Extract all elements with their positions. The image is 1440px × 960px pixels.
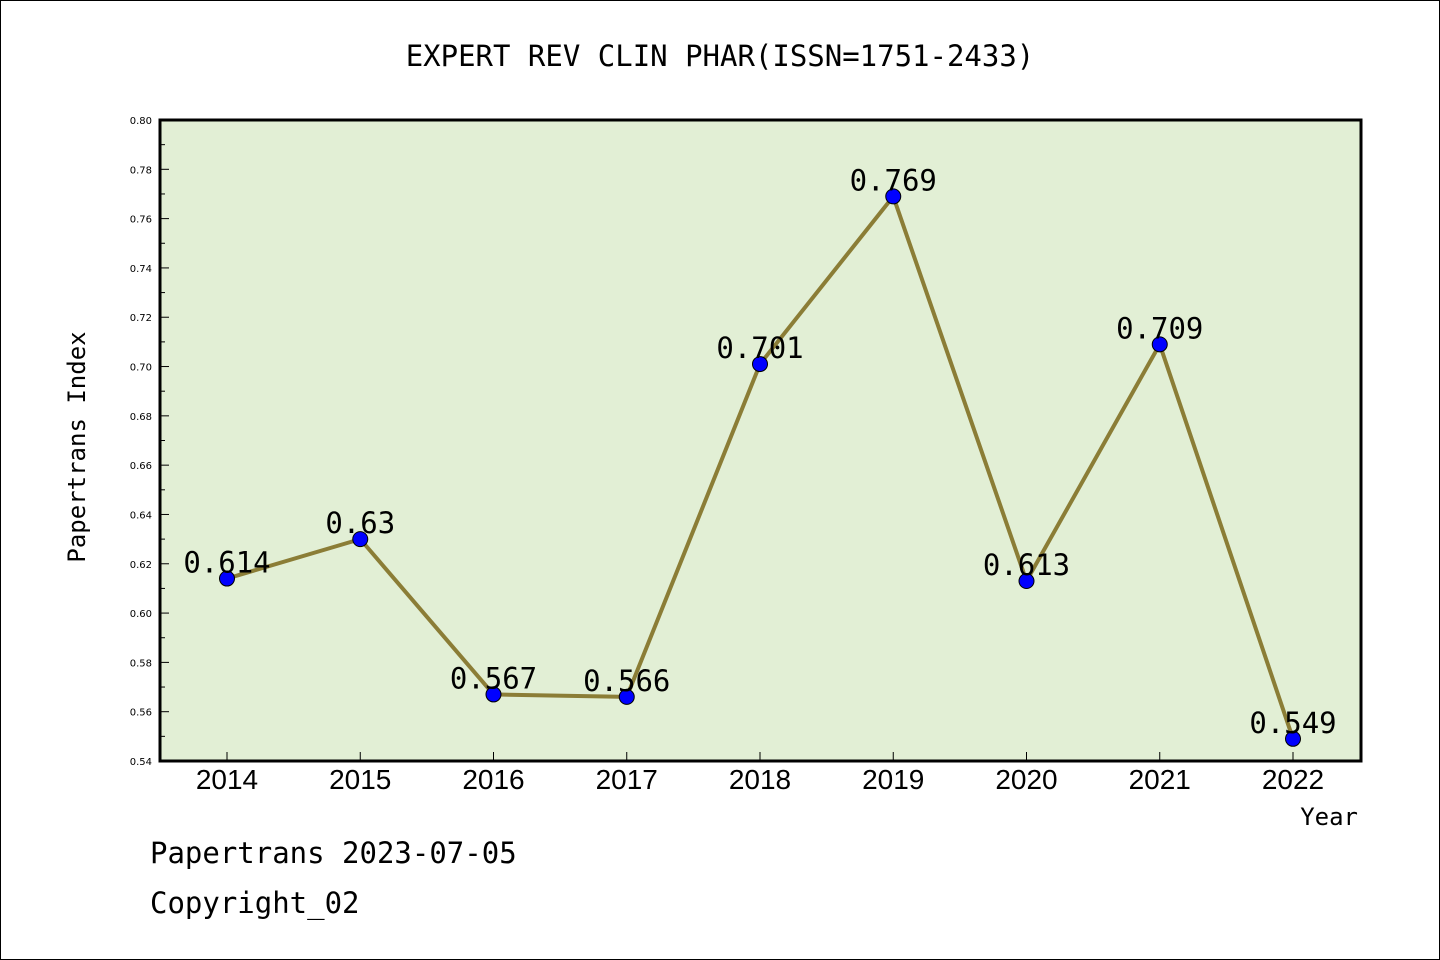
- x-tick-label: 2015: [329, 764, 391, 795]
- y-tick-label: 0.58: [130, 658, 152, 669]
- y-tick-label: 0.72: [130, 313, 152, 324]
- x-axis-ticks: 2014 2015 2016 2017 2018 2019 2020 2021 2022: [196, 752, 1324, 795]
- data-label: 0.701: [716, 331, 803, 365]
- data-label: 0.614: [183, 546, 270, 580]
- data-point-marker: [752, 356, 768, 373]
- data-point-marker: [885, 188, 902, 205]
- data-label: 0.709: [1116, 311, 1203, 345]
- data-label: 0.613: [983, 548, 1070, 582]
- data-label: 0.769: [850, 163, 937, 197]
- data-point-marker: [1018, 573, 1035, 590]
- y-tick-label: 0.78: [130, 165, 152, 176]
- footer-copyright: Copyright_02: [150, 886, 360, 921]
- data-point-marker: [352, 531, 369, 548]
- data-label: 0.63: [325, 506, 395, 540]
- data-point-marker: [219, 570, 235, 587]
- plot-area: [160, 120, 1361, 761]
- chart-title: EXPERT REV CLIN PHAR(ISSN=1751-2433): [406, 39, 1035, 73]
- y-tick-label: 0.76: [130, 215, 152, 226]
- y-tick-label: 0.68: [130, 412, 152, 423]
- data-label: 0.549: [1249, 706, 1336, 740]
- marker-group: [219, 188, 1301, 747]
- footer-date: Papertrans 2023-07-05: [150, 836, 517, 870]
- x-tick-label: 2021: [1129, 764, 1191, 795]
- data-label-group: 0.614 0.63 0.567 0.566 0.701 0.769 0.613 0.709 0…: [183, 163, 1336, 739]
- y-tick-label: 0.70: [130, 363, 152, 374]
- y-tick-label: 0.60: [130, 609, 152, 620]
- data-point-marker: [485, 686, 502, 703]
- x-tick-label: 2022: [1262, 764, 1324, 795]
- y-axis-ticks: 0.54 0.56 0.58 0.60 0.62 0.64 0.66 0.68 0.70 0.72…: [130, 116, 169, 768]
- y-tick-label: 0.62: [130, 560, 152, 571]
- x-axis-label: Year: [1300, 803, 1358, 831]
- y-tick-label: 0.54: [130, 757, 152, 768]
- y-tick-label: 0.80: [130, 116, 152, 127]
- data-point-marker: [1151, 336, 1168, 353]
- data-point-marker: [1285, 730, 1301, 747]
- y-tick-label: 0.66: [130, 461, 152, 472]
- y-tick-label: 0.64: [130, 510, 152, 521]
- x-tick-label: 2017: [596, 764, 658, 795]
- data-label: 0.567: [450, 661, 537, 695]
- y-tick-label: 0.74: [130, 264, 152, 275]
- x-tick-label: 2020: [995, 764, 1057, 795]
- plot-border: [158, 118, 1363, 763]
- x-tick-label: 2018: [729, 764, 791, 795]
- x-tick-label: 2014: [196, 764, 258, 795]
- data-label: 0.566: [583, 664, 670, 698]
- y-axis-label: Papertrans Index: [63, 331, 91, 562]
- y-tick-label: 0.56: [130, 708, 152, 719]
- x-tick-label: 2019: [862, 764, 924, 795]
- data-point-marker: [618, 688, 635, 705]
- x-tick-label: 2016: [462, 764, 524, 795]
